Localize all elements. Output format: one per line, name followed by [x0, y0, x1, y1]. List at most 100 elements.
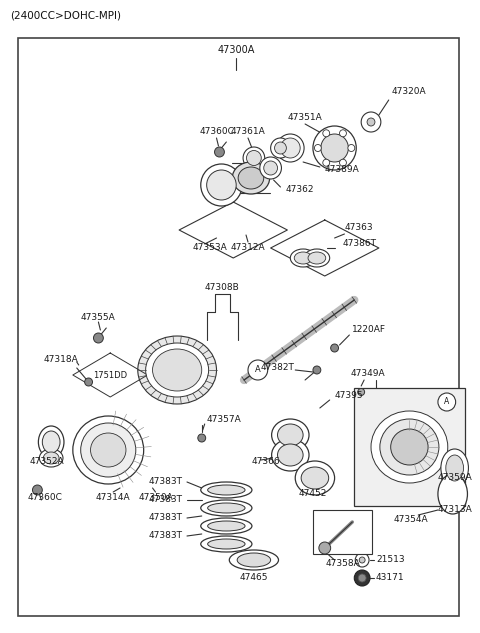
Text: 47361A: 47361A: [230, 127, 265, 137]
Ellipse shape: [391, 429, 428, 465]
Ellipse shape: [277, 424, 303, 446]
Ellipse shape: [275, 142, 287, 154]
Circle shape: [367, 118, 375, 126]
Ellipse shape: [229, 550, 278, 570]
Ellipse shape: [272, 439, 309, 471]
Ellipse shape: [277, 444, 303, 466]
Text: 47352A: 47352A: [30, 458, 64, 467]
Ellipse shape: [321, 134, 348, 162]
Text: 47357A: 47357A: [207, 415, 241, 425]
Text: 47386T: 47386T: [342, 239, 376, 249]
Ellipse shape: [91, 433, 126, 467]
Text: 1220AF: 1220AF: [352, 325, 386, 334]
Ellipse shape: [438, 474, 468, 514]
Ellipse shape: [271, 138, 290, 158]
Circle shape: [248, 360, 268, 380]
Text: 47382T: 47382T: [261, 363, 294, 372]
Ellipse shape: [208, 521, 245, 531]
Ellipse shape: [145, 343, 209, 397]
Ellipse shape: [201, 164, 242, 206]
Text: 47465: 47465: [240, 573, 268, 582]
Text: 47351A: 47351A: [288, 113, 323, 123]
Ellipse shape: [38, 426, 64, 458]
Circle shape: [84, 378, 93, 386]
Text: A: A: [444, 398, 449, 406]
Circle shape: [359, 557, 365, 563]
Ellipse shape: [81, 423, 136, 477]
Text: 47350A: 47350A: [138, 494, 173, 503]
Circle shape: [339, 160, 347, 166]
Ellipse shape: [232, 162, 270, 194]
Text: 47383T: 47383T: [149, 477, 183, 487]
Ellipse shape: [290, 249, 316, 267]
Circle shape: [314, 144, 321, 151]
Circle shape: [361, 112, 381, 132]
Text: 47354A: 47354A: [394, 515, 429, 525]
Text: 1751DD: 1751DD: [93, 370, 127, 380]
Bar: [313, 510, 372, 554]
Text: 47366: 47366: [252, 458, 280, 467]
Ellipse shape: [446, 455, 464, 481]
Ellipse shape: [301, 467, 329, 489]
Text: 47312A: 47312A: [231, 244, 265, 253]
Circle shape: [438, 393, 456, 411]
Text: 47363: 47363: [345, 223, 373, 232]
Text: 47383T: 47383T: [149, 496, 183, 505]
Text: 47452: 47452: [299, 489, 327, 499]
Circle shape: [198, 434, 205, 442]
Ellipse shape: [207, 170, 236, 200]
Ellipse shape: [264, 161, 277, 175]
Ellipse shape: [201, 518, 252, 534]
Ellipse shape: [43, 452, 59, 464]
Text: 47355A: 47355A: [81, 313, 116, 322]
Ellipse shape: [201, 500, 252, 516]
Ellipse shape: [153, 349, 202, 391]
Ellipse shape: [313, 126, 356, 170]
Circle shape: [323, 130, 330, 137]
Text: 47358A: 47358A: [325, 560, 360, 568]
Ellipse shape: [73, 416, 144, 484]
Ellipse shape: [201, 482, 252, 498]
Ellipse shape: [208, 539, 245, 549]
Ellipse shape: [247, 151, 261, 165]
Ellipse shape: [39, 449, 63, 467]
Ellipse shape: [208, 485, 245, 495]
Text: (2400CC>DOHC-MPI): (2400CC>DOHC-MPI): [10, 11, 121, 21]
Text: 47360C: 47360C: [199, 127, 234, 137]
Ellipse shape: [295, 461, 335, 495]
Circle shape: [355, 553, 369, 567]
Ellipse shape: [208, 503, 245, 513]
Circle shape: [331, 344, 338, 352]
Ellipse shape: [441, 449, 468, 487]
Text: A: A: [255, 365, 261, 375]
Circle shape: [358, 389, 365, 396]
Text: 47300A: 47300A: [217, 45, 255, 55]
Ellipse shape: [238, 167, 264, 189]
Circle shape: [215, 147, 224, 157]
Ellipse shape: [272, 419, 309, 451]
Text: 47349A: 47349A: [351, 370, 385, 379]
Ellipse shape: [138, 336, 216, 404]
Ellipse shape: [280, 138, 300, 158]
Circle shape: [319, 542, 331, 554]
Text: 47383T: 47383T: [149, 532, 183, 541]
Ellipse shape: [308, 252, 326, 264]
Circle shape: [348, 144, 355, 151]
Text: 43171: 43171: [376, 573, 405, 582]
Text: 21513: 21513: [376, 556, 405, 565]
Circle shape: [358, 574, 366, 582]
Text: 47353A: 47353A: [193, 244, 228, 253]
Ellipse shape: [201, 536, 252, 552]
Text: 47362: 47362: [286, 185, 314, 194]
Ellipse shape: [243, 147, 265, 169]
Ellipse shape: [371, 411, 448, 483]
Circle shape: [339, 130, 347, 137]
Bar: [354, 388, 465, 506]
Ellipse shape: [294, 252, 312, 264]
Text: 47383T: 47383T: [149, 513, 183, 522]
Text: 47389A: 47389A: [325, 165, 360, 175]
Ellipse shape: [260, 157, 281, 179]
Ellipse shape: [304, 249, 330, 267]
Text: 47314A: 47314A: [96, 494, 131, 503]
Text: 47395: 47395: [335, 391, 363, 399]
